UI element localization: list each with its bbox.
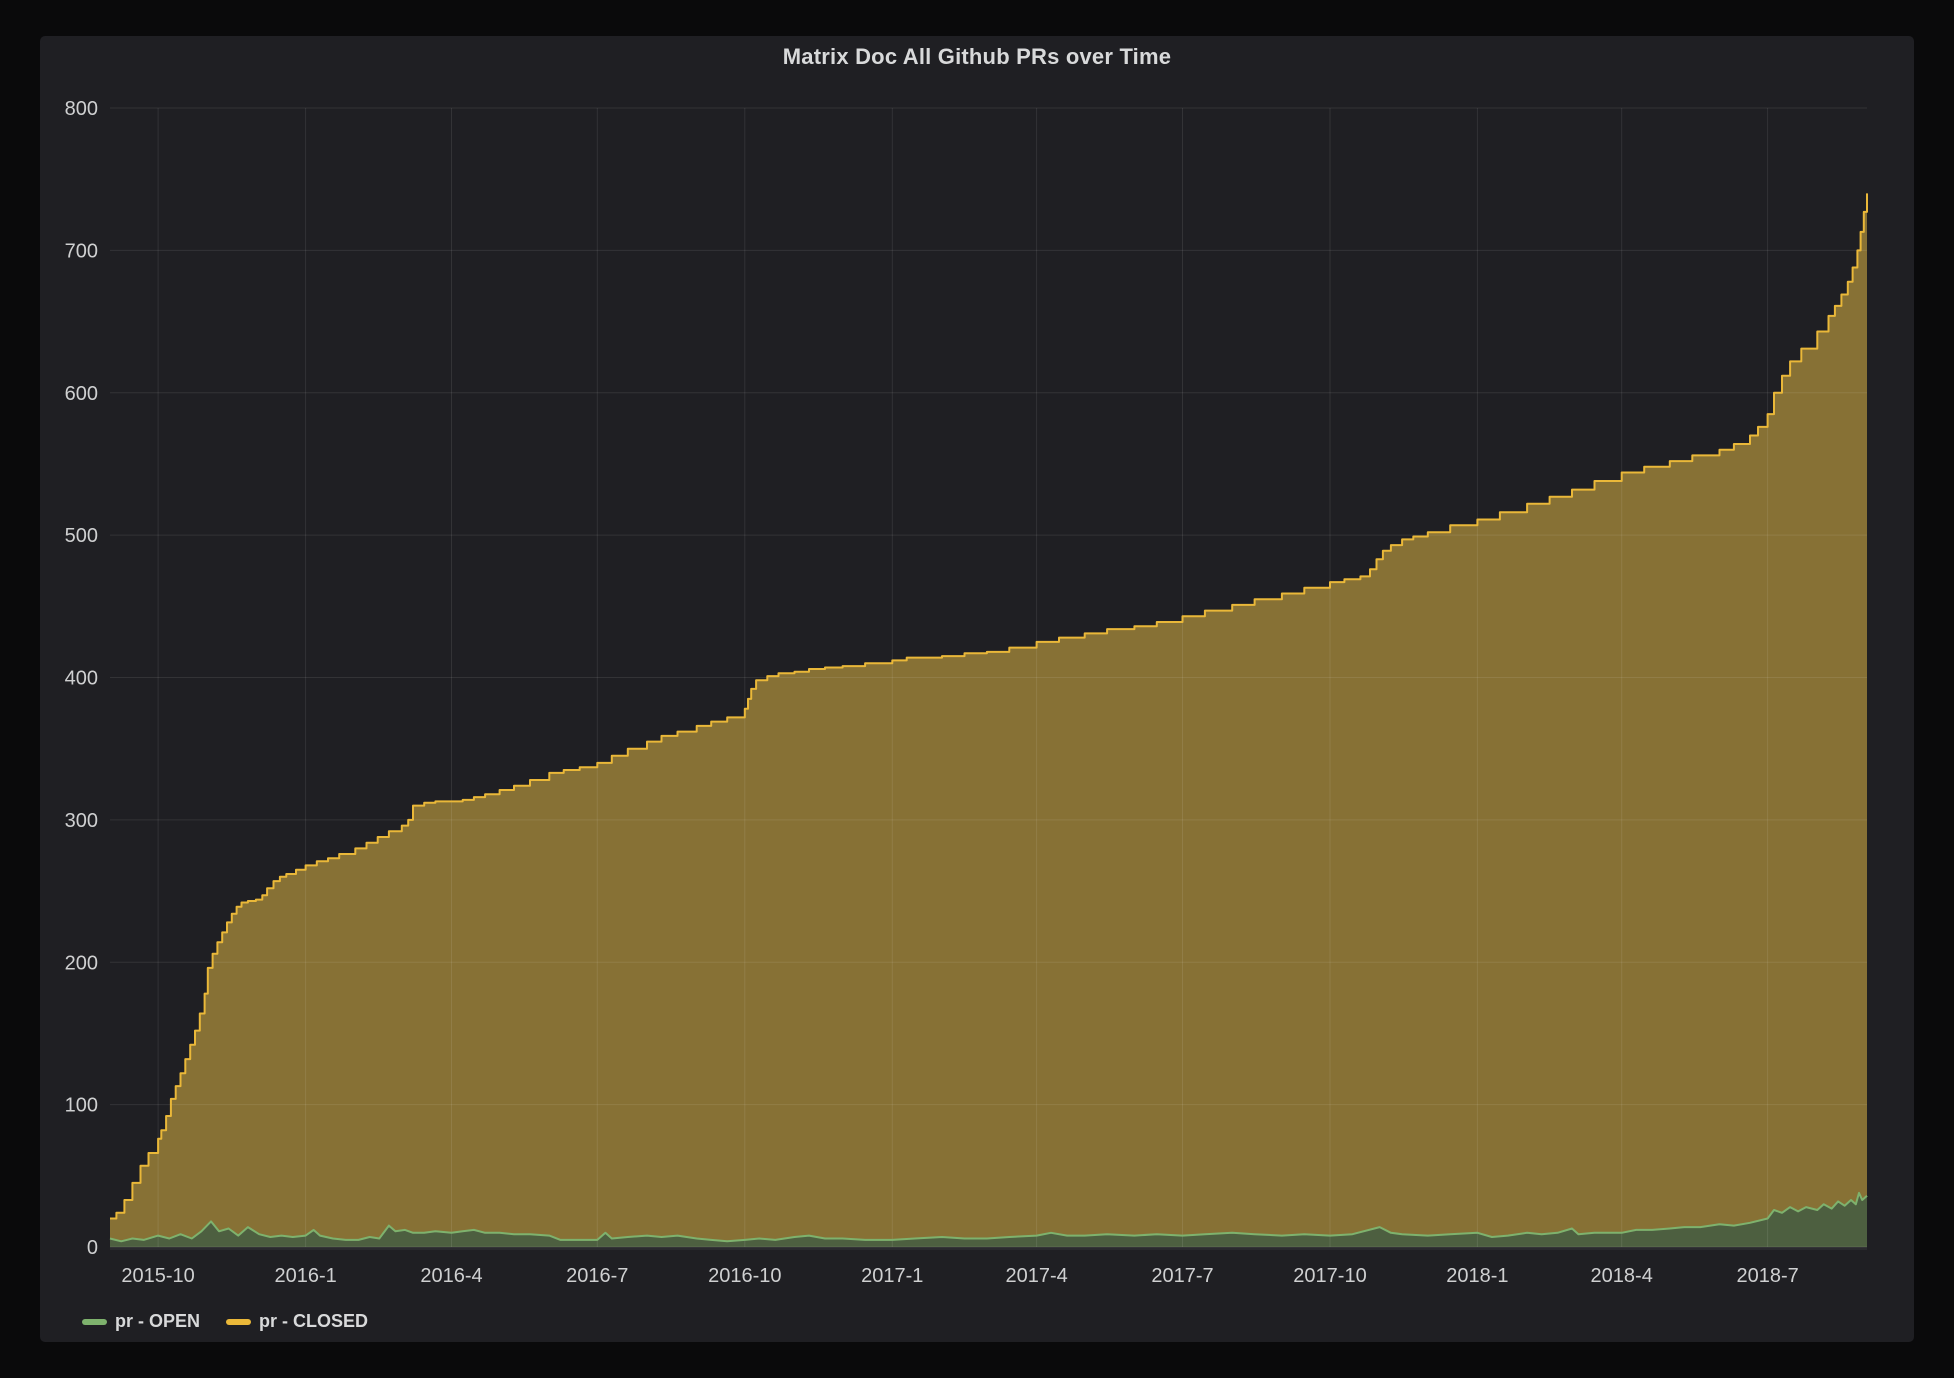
legend-label-closed: pr - CLOSED	[259, 1311, 369, 1331]
x-tick-label: 2018-4	[1591, 1265, 1653, 1287]
closed-area-series	[110, 193, 1867, 1247]
legend: pr - OPEN pr - CLOSED	[82, 1311, 368, 1332]
open-line-series	[109, 1191, 1868, 1243]
x-tick-label: 2016-7	[566, 1265, 628, 1287]
y-tick-label: 800	[65, 98, 98, 120]
legend-item-closed[interactable]: pr - CLOSED	[226, 1311, 368, 1332]
y-tick-label: 0	[87, 1237, 98, 1259]
y-tick-label: 400	[65, 668, 98, 690]
closed-series-marker-icon	[226, 1318, 252, 1325]
x-tick-label: 2016-1	[274, 1265, 336, 1287]
x-tick-label: 2016-4	[420, 1265, 482, 1287]
x-tick-label: 2017-1	[861, 1265, 923, 1287]
open-series-marker-icon	[82, 1318, 107, 1325]
x-axis-line	[110, 1247, 1867, 1250]
y-tick-label: 100	[65, 1095, 98, 1117]
x-tick-label: 2015-10	[121, 1265, 194, 1287]
x-tick-label: 2017-10	[1293, 1265, 1366, 1287]
legend-item-open[interactable]: pr - OPEN	[82, 1311, 200, 1332]
y-tick-label: 700	[65, 240, 98, 262]
x-tick-label: 2018-7	[1736, 1265, 1798, 1287]
panel-title: Matrix Doc All Github PRs over Time	[782, 44, 1172, 69]
x-tick-label: 2017-7	[1151, 1265, 1213, 1287]
legend-label-open: pr - OPEN	[115, 1311, 201, 1331]
closed-line-series	[110, 193, 1868, 1220]
y-tick-label: 300	[65, 810, 98, 832]
y-tick-label: 200	[65, 952, 98, 974]
y-tick-label: 600	[65, 383, 98, 405]
open-area-series	[110, 1192, 1867, 1247]
x-tick-label: 2017-4	[1005, 1265, 1067, 1287]
x-tick-label: 2016-10	[708, 1265, 781, 1287]
x-tick-label: 2018-1	[1446, 1265, 1508, 1287]
y-tick-label: 500	[65, 525, 98, 547]
